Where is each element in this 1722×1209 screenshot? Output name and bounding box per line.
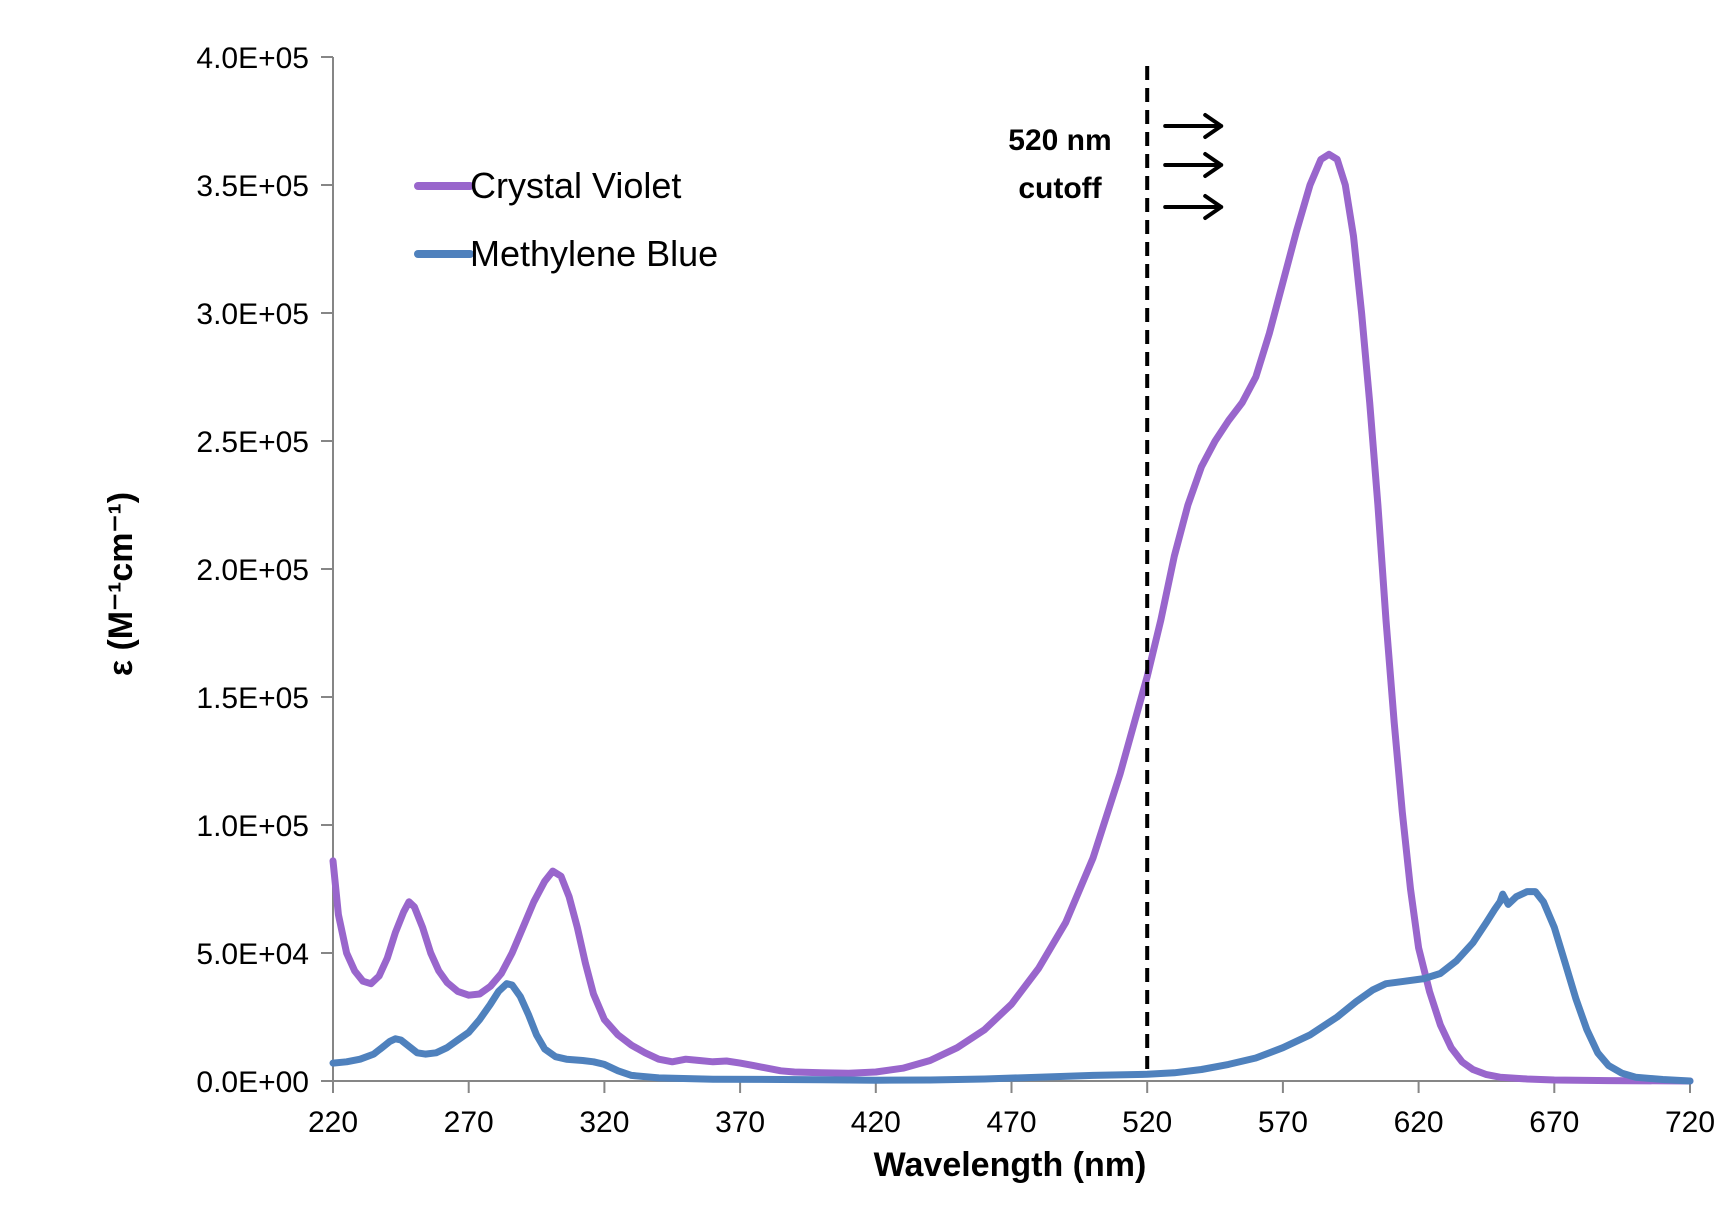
x-tick-label: 670	[1529, 1106, 1579, 1139]
y-tick-label: 0.0E+00	[196, 1066, 309, 1099]
y-axis-title: ε (M⁻¹cm⁻¹)	[102, 492, 140, 676]
x-axis-title: Wavelength (nm)	[874, 1146, 1147, 1184]
cutoff-arrows	[1163, 113, 1224, 220]
y-tick-label: 4.0E+05	[196, 42, 309, 75]
x-tick-label: 520	[1122, 1106, 1172, 1139]
legend-label-crystal-violet: Crystal Violet	[470, 165, 681, 206]
y-axis-ticks: 0.0E+00 5.0E+04 1.0E+05 1.5E+05 2.0E+05 2.5E+…	[196, 42, 333, 1099]
y-tick-label: 3.0E+05	[196, 298, 309, 331]
right-arrow-icon	[1163, 113, 1224, 139]
x-tick-label: 720	[1665, 1106, 1715, 1139]
x-tick-label: 570	[1258, 1106, 1308, 1139]
series-line-crystal-violet	[329, 150, 1694, 1085]
x-tick-label: 620	[1394, 1106, 1444, 1139]
legend-label-methylene-blue: Methylene Blue	[470, 233, 718, 274]
plot-series	[329, 150, 1694, 1085]
legend: Crystal Violet Methylene Blue	[414, 165, 718, 274]
y-tick-label: 5.0E+04	[196, 938, 309, 971]
x-tick-label: 420	[851, 1106, 901, 1139]
y-tick-label: 2.5E+05	[196, 426, 309, 459]
y-tick-label: 1.0E+05	[196, 810, 309, 843]
x-tick-label: 470	[986, 1106, 1036, 1139]
x-tick-label: 370	[715, 1106, 765, 1139]
x-tick-label: 320	[579, 1106, 629, 1139]
y-tick-label: 1.5E+05	[196, 682, 309, 715]
y-tick-label: 3.5E+05	[196, 170, 309, 203]
right-arrow-icon	[1163, 152, 1224, 178]
cutoff-label-line1: 520 nm	[1008, 124, 1111, 157]
cutoff-label-line2: cutoff	[1018, 172, 1102, 205]
x-tick-label: 270	[444, 1106, 494, 1139]
x-axis-ticks: 220 270 320 370 420 470 520 570 620 670 720	[308, 1081, 1715, 1139]
series-line-methylene-blue	[329, 888, 1694, 1085]
right-arrow-icon	[1163, 194, 1224, 220]
y-tick-label: 2.0E+05	[196, 554, 309, 587]
x-tick-label: 220	[308, 1106, 358, 1139]
